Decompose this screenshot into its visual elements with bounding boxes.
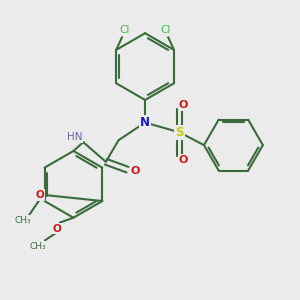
Text: HN: HN	[67, 132, 82, 142]
Text: S: S	[175, 126, 184, 139]
Text: CH₃: CH₃	[30, 242, 46, 251]
Text: O: O	[52, 224, 61, 233]
Text: O: O	[130, 166, 140, 176]
Text: Cl: Cl	[120, 25, 130, 35]
Text: Cl: Cl	[160, 25, 170, 35]
Text: O: O	[36, 190, 44, 200]
Text: N: N	[140, 116, 150, 129]
Text: CH₃: CH₃	[14, 216, 31, 225]
Text: O: O	[179, 100, 188, 110]
Text: O: O	[179, 155, 188, 165]
